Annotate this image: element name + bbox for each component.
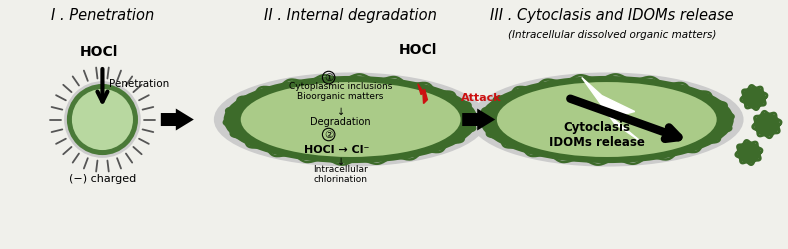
Text: (Intracellular dissolved organic matters): (Intracellular dissolved organic matters… xyxy=(507,30,716,40)
Text: HOCl: HOCl xyxy=(399,44,437,58)
Text: Intracellular
chlorination: Intracellular chlorination xyxy=(314,165,368,184)
Ellipse shape xyxy=(742,86,766,109)
Text: Penetration: Penetration xyxy=(110,79,169,89)
Text: Attack: Attack xyxy=(460,93,501,103)
Circle shape xyxy=(71,88,134,151)
Text: ①: ① xyxy=(324,72,333,82)
Polygon shape xyxy=(418,84,427,104)
Text: II . Internal degradation: II . Internal degradation xyxy=(264,8,437,23)
Ellipse shape xyxy=(214,72,488,167)
Ellipse shape xyxy=(754,113,780,136)
Ellipse shape xyxy=(496,82,717,157)
Ellipse shape xyxy=(480,76,734,163)
Text: HOCl → Cl⁻: HOCl → Cl⁻ xyxy=(304,144,370,155)
Text: Cytoplasmic inclusions
Bioorganic matters: Cytoplasmic inclusions Bioorganic matter… xyxy=(289,82,392,101)
Text: Cytoclasis
IDOMs release: Cytoclasis IDOMs release xyxy=(548,121,645,148)
Text: HOCl: HOCl xyxy=(80,45,117,59)
Text: Degradation: Degradation xyxy=(310,117,371,126)
Ellipse shape xyxy=(737,141,761,164)
Text: (−) charged: (−) charged xyxy=(69,174,136,184)
Text: III . Cytoclasis and IDOMs release: III . Cytoclasis and IDOMs release xyxy=(490,8,734,23)
Polygon shape xyxy=(463,109,495,130)
Text: ↓: ↓ xyxy=(336,107,344,117)
Polygon shape xyxy=(161,109,194,130)
Circle shape xyxy=(67,84,138,155)
Text: I . Penetration: I . Penetration xyxy=(50,8,154,23)
Text: ②: ② xyxy=(324,129,333,139)
Ellipse shape xyxy=(224,76,478,163)
Circle shape xyxy=(64,81,141,158)
Polygon shape xyxy=(582,77,641,142)
Ellipse shape xyxy=(470,72,744,167)
Text: ↓: ↓ xyxy=(336,157,344,167)
Ellipse shape xyxy=(241,82,460,157)
